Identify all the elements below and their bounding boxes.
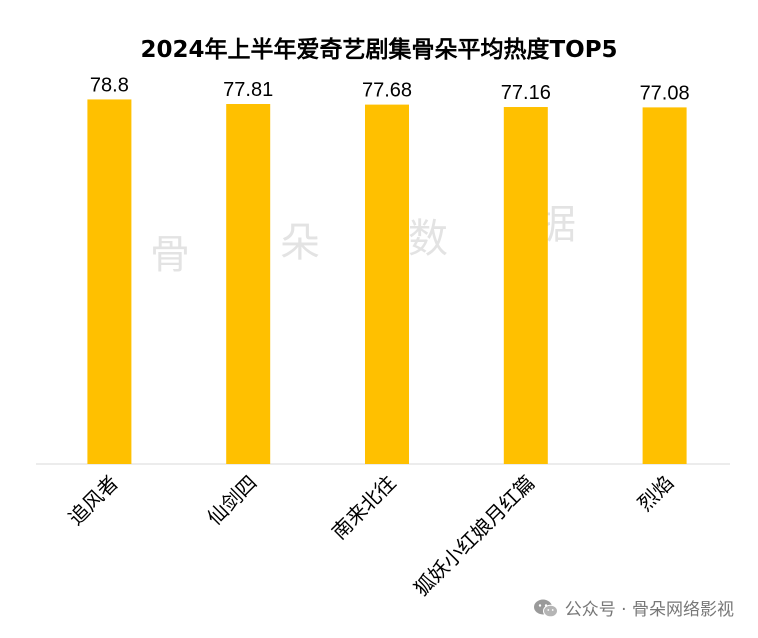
x-tick-label-3: 南来北往 [327, 471, 401, 545]
x-tick-label-2: 仙剑四 [202, 471, 261, 530]
wechat-icon [533, 599, 558, 617]
x-tick-label-4: 狐妖小红娘月红篇 [409, 471, 539, 601]
bar-5 [642, 107, 687, 464]
bar-1 [87, 99, 132, 464]
data-label-2: 77.81 [223, 79, 273, 101]
bar-4 [503, 107, 548, 464]
watermark-char-3: 数 [408, 216, 448, 262]
x-tick-label-5: 烈焰 [633, 471, 678, 516]
watermark-char-2: 朵 [280, 220, 320, 266]
data-label-5: 77.08 [640, 82, 690, 104]
footer-source: 公众号 · 骨朵网络影视 [533, 595, 734, 620]
data-label-1: 78.8 [90, 74, 129, 96]
bar-3 [365, 104, 409, 465]
data-label-4: 77.16 [501, 82, 551, 104]
footer-text: 公众号 · 骨朵网络影视 [564, 600, 734, 620]
watermark-char-1: 骨 [150, 232, 190, 278]
x-tick-label-1: 追风者 [64, 471, 123, 530]
bar-2 [226, 104, 271, 464]
data-label-3: 77.68 [362, 80, 412, 102]
chart-title: 2024年上半年爱奇艺剧集骨朵平均热度TOP5 [140, 37, 618, 63]
